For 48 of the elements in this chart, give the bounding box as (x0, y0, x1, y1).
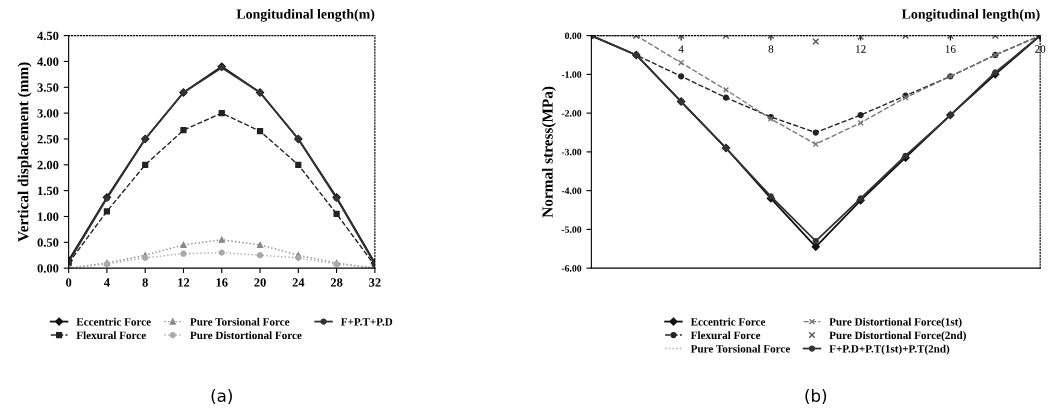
legend-label: F+P.T+P.D (340, 318, 393, 326)
legend-label: Pure Torsional Force (190, 317, 290, 326)
y-axis-title: Normal stress(MPa) (541, 86, 556, 218)
x-tick-label: 8 (142, 278, 148, 287)
x-tick-label: 16 (945, 45, 956, 53)
y-tick-label: 0.00 (37, 264, 59, 273)
x-tick-label: 0 (65, 278, 72, 287)
legend-label: Eccentric Force (690, 317, 766, 326)
x-tick-label: 4 (103, 278, 110, 287)
legend-label: Pure Torsional Force (690, 344, 790, 353)
x-tick-label: 24 (292, 278, 305, 287)
legend-label: Flexural Force (690, 331, 761, 340)
x-tick-label: 32 (369, 278, 381, 287)
x-tick-label: 28 (330, 278, 343, 287)
x-axis-title: Longitudinal length(m) (236, 8, 375, 22)
y-tick-label: 1.50 (38, 186, 59, 196)
legend-label: Eccentric Force (76, 317, 151, 326)
y-tick-label: -5.00 (561, 226, 582, 233)
y-tick-label: -1.00 (561, 71, 582, 78)
y-tick-label: -4.00 (561, 187, 582, 195)
y-tick-label: 1.00 (38, 212, 59, 221)
y-tick-label: -6.00 (561, 265, 582, 272)
legend-label: F+P.D+P.T(1st)+P.T(2nd) (829, 344, 950, 355)
y-tick-label: 0.50 (37, 238, 59, 247)
y-tick-label: 4.50 (37, 31, 59, 41)
x-tick-label: 12 (856, 45, 866, 53)
x-tick-label: 20 (1035, 45, 1046, 53)
y-tick-label: 2.50 (37, 134, 59, 144)
legend-label: Pure Distortional Force (190, 331, 302, 340)
text: (b) (805, 389, 827, 404)
x-axis-title: Longitudinal length(m) (901, 8, 1040, 22)
y-tick-label: 4.00 (37, 57, 59, 66)
legend-label: Pure Distortional Force(2nd) (829, 331, 966, 342)
y-tick-label: -3.00 (561, 148, 582, 156)
y-axis-title: Vertical displacement (mm) (17, 62, 32, 242)
x-tick-label: 8 (768, 45, 774, 53)
x-tick-label: 20 (254, 278, 266, 287)
x-tick-label: 16 (216, 278, 228, 287)
legend-label: Pure Distortional Force(1st) (829, 317, 962, 328)
text: (a) (211, 389, 232, 404)
x-tick-label: 4 (678, 45, 684, 53)
y-tick-label: 3.00 (37, 109, 59, 118)
y-tick-label: -2.00 (561, 110, 582, 117)
y-tick-label: 2.00 (37, 160, 59, 170)
y-tick-label: 3.50 (37, 83, 59, 92)
legend-label: Flexural Force (76, 331, 146, 340)
x-tick-label: 12 (178, 278, 190, 287)
y-tick-label: 0.00 (564, 32, 582, 40)
